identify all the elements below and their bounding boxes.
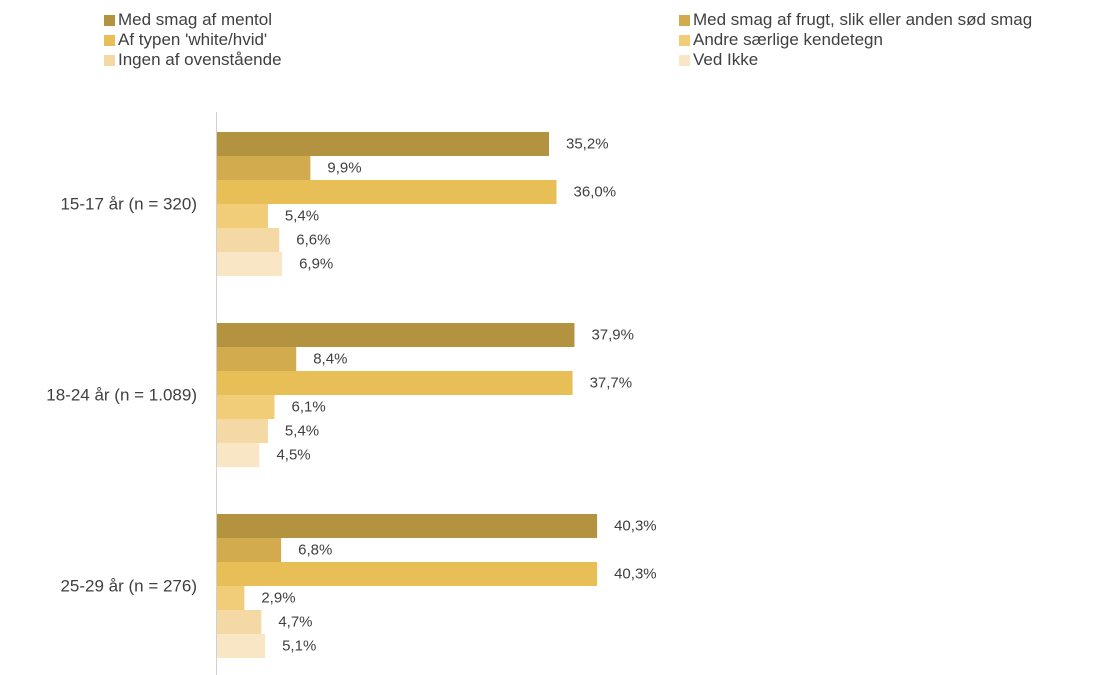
data-label: 35,2% xyxy=(566,136,609,153)
category-labels: 15-17 år (n = 320) 18-24 år (n = 1.089) 25… xyxy=(46,195,197,596)
bar xyxy=(217,586,245,610)
legend-swatch-mentol xyxy=(104,14,115,26)
bar xyxy=(217,132,549,156)
data-label: 37,9% xyxy=(591,327,634,344)
bar xyxy=(217,180,557,204)
bars xyxy=(217,132,598,658)
bar xyxy=(217,395,275,419)
data-label: 5,4% xyxy=(285,423,319,440)
category-label: 15-17 år (n = 320) xyxy=(60,195,197,214)
bar xyxy=(217,538,282,562)
data-labels: 35,2% 9,9% 36,0% 5,4% 6,6% 6,9% 37,9% 8,4% 37,7%… xyxy=(261,136,656,655)
legend-item-mentol: Med smag af mentol xyxy=(104,10,282,30)
legend-left: Med smag af mentol Af typen 'white/hvid'… xyxy=(104,10,282,70)
data-label: 40,3% xyxy=(614,518,657,535)
bar xyxy=(217,347,297,371)
data-label: 4,7% xyxy=(278,614,312,631)
category-label: 25-29 år (n = 276) xyxy=(60,577,197,596)
bar xyxy=(217,228,280,252)
bar xyxy=(217,252,283,276)
bar xyxy=(217,610,262,634)
legend-swatch-frugt xyxy=(679,14,690,26)
data-label: 6,9% xyxy=(299,256,333,273)
legend-item-frugt: Med smag af frugt, slik eller anden sød … xyxy=(679,10,1032,30)
legend-item-white: Af typen 'white/hvid' xyxy=(104,30,282,50)
bar xyxy=(217,156,311,180)
data-label: 6,6% xyxy=(296,232,330,249)
bar xyxy=(217,419,268,443)
legend-swatch-white xyxy=(104,34,115,46)
bar xyxy=(217,323,575,347)
legend-label-ingen: Ingen af ovenstående xyxy=(118,50,282,69)
legend-right: Med smag af frugt, slik eller anden sød … xyxy=(679,10,1032,70)
legend-label-vedikke: Ved Ikke xyxy=(693,50,759,69)
bar xyxy=(217,514,598,538)
legend-item-ingen: Ingen af ovenstående xyxy=(104,50,282,70)
data-label: 6,1% xyxy=(292,399,326,416)
bar xyxy=(217,204,268,228)
data-label: 8,4% xyxy=(313,351,347,368)
data-label: 4,5% xyxy=(276,447,310,464)
legend-swatch-andre xyxy=(679,34,690,46)
bar xyxy=(217,634,266,658)
data-label: 5,1% xyxy=(282,638,316,655)
data-label: 36,0% xyxy=(574,184,617,201)
bar xyxy=(217,371,573,395)
bar xyxy=(217,443,260,467)
data-label: 2,9% xyxy=(261,590,295,607)
data-label: 6,8% xyxy=(298,542,332,559)
bar xyxy=(217,562,598,586)
legend-swatch-vedikke xyxy=(679,54,690,66)
legend-label-mentol: Med smag af mentol xyxy=(118,10,273,29)
legend-swatch-ingen xyxy=(104,54,115,66)
legend-item-vedikke: Ved Ikke xyxy=(679,50,1032,70)
data-label: 40,3% xyxy=(614,566,657,583)
category-label: 18-24 år (n = 1.089) xyxy=(46,386,197,405)
data-label: 9,9% xyxy=(327,160,361,177)
legend-label-andre: Andre særlige kendetegn xyxy=(693,30,883,49)
legend-item-andre: Andre særlige kendetegn xyxy=(679,30,1032,50)
legend-label-frugt: Med smag af frugt, slik eller anden sød … xyxy=(693,10,1033,29)
legend-label-white: Af typen 'white/hvid' xyxy=(118,30,268,49)
data-label: 5,4% xyxy=(285,208,319,225)
data-label: 37,7% xyxy=(590,375,633,392)
